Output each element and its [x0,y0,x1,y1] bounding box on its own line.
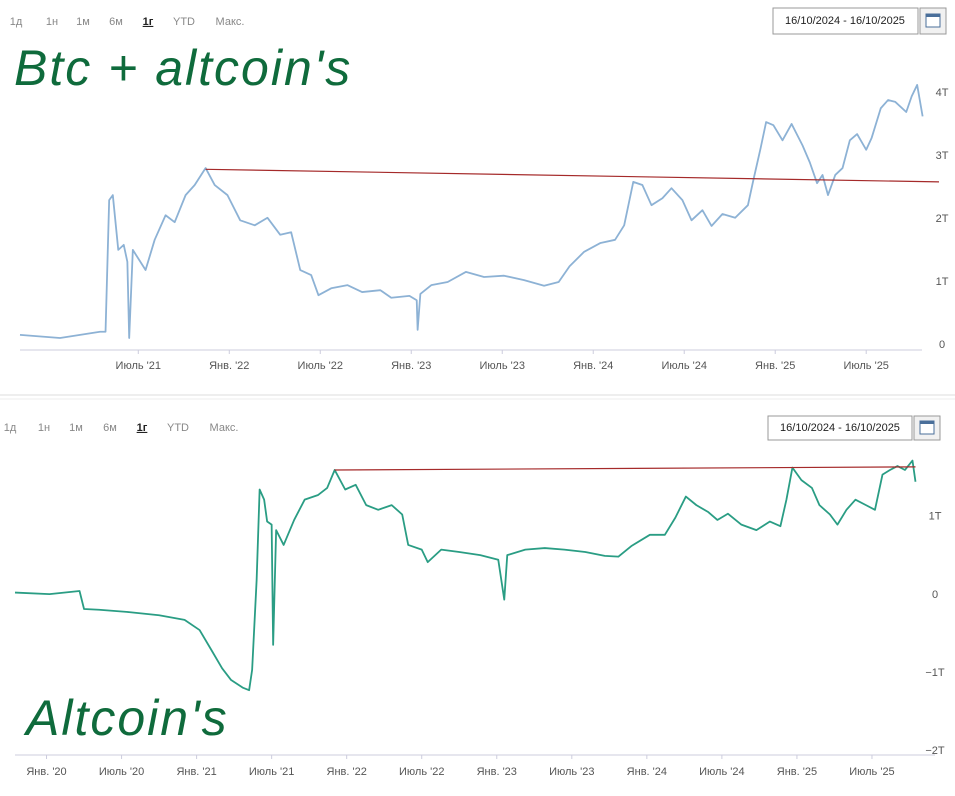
period-button[interactable]: 1г [143,16,154,28]
x-tick-label: Янв. '20 [26,766,66,778]
period-button[interactable]: 1н [38,422,50,434]
x-tick-label: Янв. '22 [209,360,249,372]
period-button[interactable]: 1д [10,16,23,28]
period-button[interactable]: 1н [46,16,58,28]
period-button[interactable]: 6м [109,16,123,28]
series-line [19,84,924,339]
x-tick-label: Янв. '24 [573,360,613,372]
y-tick-label: 4T [936,87,949,99]
period-button[interactable]: Макс. [210,422,239,434]
date-box[interactable] [772,7,919,35]
x-tick-label: Июль '23 [549,766,594,778]
x-tick-label: Янв. '24 [627,766,667,778]
x-tick-label: Янв. '23 [477,766,517,778]
y-tick-label: 1T [936,276,949,288]
period-button[interactable]: YTD [173,16,195,28]
y-tick-label: −1T [925,667,945,679]
date-range[interactable]: 16/10/2024 - 16/10/2025 [785,15,905,27]
annotation: Btc + altcoin's [14,40,352,96]
y-tick-label: 1T [929,511,942,523]
x-tick-label: Янв. '23 [391,360,431,372]
x-tick-label: Июль '24 [661,360,706,372]
period-button[interactable]: 1м [69,422,83,434]
x-tick-label: Янв. '21 [176,766,216,778]
y-tick-label: 0 [932,589,938,601]
period-button[interactable]: 1д [4,422,17,434]
series-line [334,466,916,471]
period-button[interactable]: Макс. [216,16,245,28]
calendar-icon-top [920,421,934,424]
y-tick-label: 3T [936,150,949,162]
x-tick-label: Июль '22 [298,360,343,372]
date-range[interactable]: 16/10/2024 - 16/10/2025 [780,422,900,434]
x-tick-label: Янв. '25 [755,360,795,372]
period-button[interactable]: 6м [103,422,117,434]
date-box[interactable] [767,415,913,441]
x-tick-label: Июль '21 [249,766,294,778]
x-tick-label: Июль '21 [116,360,161,372]
y-tick-label: −2T [925,745,945,757]
period-button[interactable]: YTD [167,422,189,434]
x-tick-label: Июль '23 [480,360,525,372]
x-tick-label: Янв. '25 [777,766,817,778]
period-button[interactable]: 1г [137,422,148,434]
x-tick-label: Июль '25 [849,766,894,778]
x-tick-label: Июль '22 [399,766,444,778]
annotation: Altcoin's [23,690,229,746]
y-tick-label: 0 [939,339,945,351]
series-line [205,168,940,183]
y-tick-label: 2T [936,213,949,225]
x-tick-label: Янв. '22 [327,766,367,778]
x-tick-label: Июль '20 [99,766,144,778]
x-tick-label: Июль '24 [699,766,744,778]
period-button[interactable]: 1м [76,16,90,28]
series-line [14,459,917,692]
x-tick-label: Июль '25 [843,360,888,372]
calendar-icon-top [926,14,940,17]
